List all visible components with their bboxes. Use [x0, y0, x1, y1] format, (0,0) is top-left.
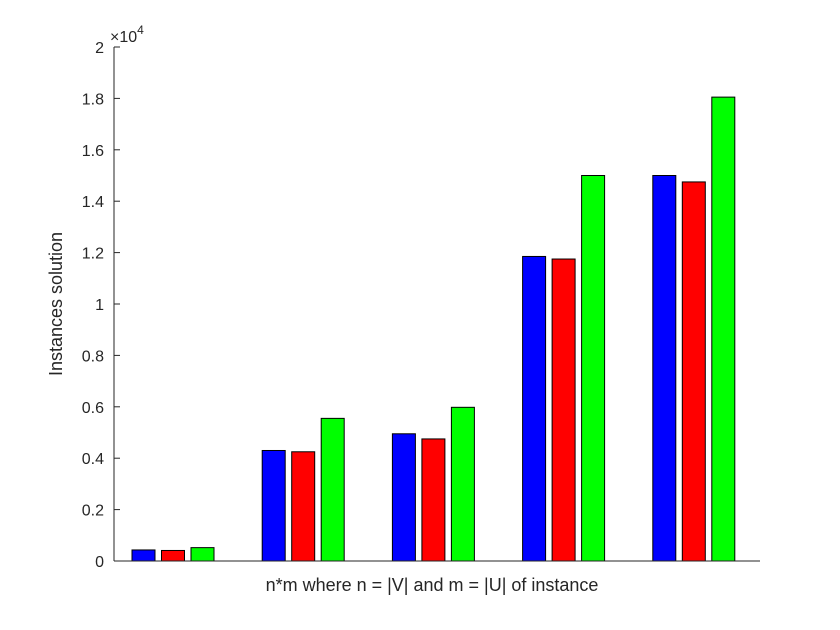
bar: [190, 547, 215, 562]
bar: [450, 406, 475, 562]
y-tick-label: 1.6: [82, 143, 104, 160]
bar: [581, 175, 606, 562]
y-exponent-power: 4: [137, 23, 144, 37]
bar: [161, 549, 185, 562]
bar: [522, 255, 547, 562]
y-tick-label: 1: [95, 297, 104, 314]
y-tick-label: 2: [95, 40, 104, 57]
bar: [291, 451, 316, 562]
y-axis-label: Instances solution: [46, 232, 66, 376]
bar: [681, 181, 706, 562]
bar: [551, 258, 576, 562]
bar: [261, 449, 286, 562]
y-tick-label: 0.2: [82, 503, 104, 520]
y-tick-label: 0: [95, 554, 104, 571]
y-tick-label: 0.4: [82, 451, 104, 468]
y-tick-label: 1.4: [82, 194, 104, 211]
bar: [131, 549, 156, 562]
y-tick-label: 1.8: [82, 91, 104, 108]
y-tick-label: 0.8: [82, 348, 104, 365]
y-ticks-group: 0 0.2 0.4 0.6 0.8 1 1.2 1.4 1.6 1.8 2: [82, 40, 120, 571]
y-axis-exponent: ×104: [110, 23, 144, 46]
bar: [320, 417, 345, 562]
bar: [391, 433, 416, 562]
y-tick-label: 1.2: [82, 246, 104, 263]
bar: [652, 175, 677, 562]
x-axis-label: n*m where n = |V| and m = |U| of instanc…: [266, 575, 599, 595]
bars-group: [131, 96, 736, 562]
y-exponent-base: ×10: [110, 29, 137, 46]
bar: [421, 438, 446, 562]
y-tick-label: 0.6: [82, 400, 104, 417]
bar: [711, 96, 736, 562]
